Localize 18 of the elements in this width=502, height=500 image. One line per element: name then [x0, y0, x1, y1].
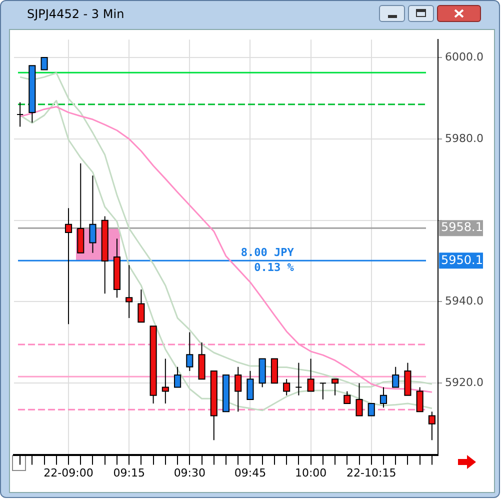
y-tick-label: 5980.0	[445, 132, 484, 145]
x-tick-label: 22-09:00	[44, 466, 94, 480]
y-tick-label: 5940.0	[445, 294, 484, 308]
y-tick-label: 5920.0	[445, 376, 484, 390]
candlestick	[319, 382, 326, 400]
x-tick-label: 10:00	[294, 466, 327, 480]
y-tick-label: 6000.0	[445, 50, 484, 64]
x-tick-label: 09:45	[234, 466, 266, 480]
annotation: 0.13 %	[254, 260, 294, 274]
candlestick	[16, 102, 24, 128]
chart-title: SJPJ4452 - 3 Min	[27, 7, 124, 21]
candlestick	[295, 362, 302, 396]
annotation: 8.00 JPY	[240, 246, 294, 259]
x-tick-label: 09:15	[113, 466, 145, 480]
x-tick-label: 09:30	[174, 466, 206, 480]
ref-line-label: 5958.1	[441, 220, 483, 234]
ref-line-label: 5950.1	[441, 252, 483, 267]
x-tick-label: 22-10:15	[346, 466, 396, 480]
